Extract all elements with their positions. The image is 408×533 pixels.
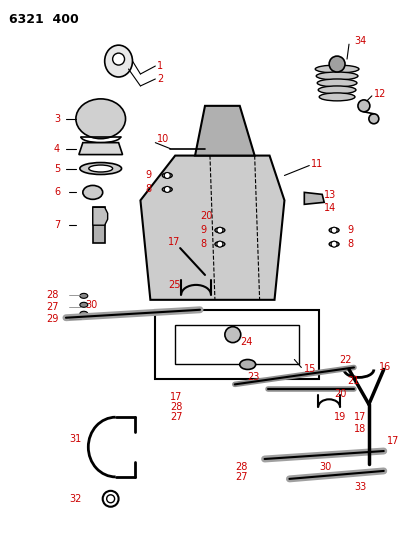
- Text: 8: 8: [200, 239, 206, 249]
- Text: 25: 25: [168, 280, 181, 290]
- Circle shape: [331, 241, 337, 247]
- Text: 9: 9: [200, 225, 206, 235]
- Circle shape: [164, 187, 170, 192]
- Text: 30: 30: [86, 300, 98, 310]
- Circle shape: [106, 495, 115, 503]
- Text: 3: 3: [54, 114, 60, 124]
- Text: 33: 33: [354, 482, 366, 492]
- Text: 11: 11: [311, 158, 324, 168]
- Text: 9: 9: [347, 225, 353, 235]
- Ellipse shape: [76, 99, 126, 139]
- Text: 12: 12: [374, 89, 386, 99]
- Text: 34: 34: [354, 36, 366, 46]
- Circle shape: [225, 327, 241, 343]
- Ellipse shape: [215, 241, 225, 247]
- Text: 24: 24: [240, 337, 252, 346]
- Text: 8: 8: [145, 184, 151, 195]
- Ellipse shape: [315, 65, 359, 73]
- Text: 28: 28: [170, 402, 183, 412]
- Ellipse shape: [162, 187, 172, 192]
- Ellipse shape: [105, 45, 133, 77]
- Text: 19: 19: [334, 412, 346, 422]
- Circle shape: [329, 56, 345, 72]
- Text: 5: 5: [54, 164, 60, 174]
- Text: 1: 1: [157, 61, 164, 71]
- Ellipse shape: [318, 86, 356, 94]
- Text: 27: 27: [170, 412, 183, 422]
- Text: 10: 10: [157, 134, 170, 144]
- Text: 20: 20: [200, 211, 213, 221]
- Text: 13: 13: [324, 190, 337, 200]
- Text: 17: 17: [354, 412, 366, 422]
- Text: 17: 17: [387, 436, 399, 446]
- Ellipse shape: [83, 185, 103, 199]
- Ellipse shape: [240, 360, 256, 369]
- Text: 16: 16: [379, 362, 391, 373]
- Ellipse shape: [162, 173, 172, 178]
- Text: 6: 6: [54, 188, 60, 197]
- Text: 30: 30: [319, 462, 331, 472]
- Text: 28: 28: [46, 290, 58, 300]
- Circle shape: [331, 227, 337, 233]
- Ellipse shape: [80, 293, 88, 298]
- Circle shape: [113, 53, 124, 65]
- Text: 17: 17: [170, 392, 183, 402]
- Text: 8: 8: [347, 239, 353, 249]
- Polygon shape: [93, 207, 105, 243]
- Circle shape: [358, 100, 370, 112]
- Text: 6321  400: 6321 400: [9, 13, 79, 26]
- Text: 21: 21: [347, 376, 359, 386]
- Text: 2: 2: [157, 74, 164, 84]
- Text: 28: 28: [235, 462, 247, 472]
- Ellipse shape: [215, 228, 225, 233]
- Ellipse shape: [329, 228, 339, 233]
- Polygon shape: [93, 207, 108, 225]
- Polygon shape: [140, 156, 284, 300]
- Text: 9: 9: [145, 171, 151, 181]
- Circle shape: [369, 114, 379, 124]
- Ellipse shape: [316, 72, 358, 80]
- Text: 15: 15: [304, 365, 317, 375]
- Text: 18: 18: [354, 424, 366, 434]
- Ellipse shape: [89, 165, 113, 172]
- Ellipse shape: [80, 302, 88, 308]
- Ellipse shape: [329, 241, 339, 247]
- Polygon shape: [195, 106, 255, 156]
- Text: 32: 32: [69, 494, 81, 504]
- Text: 31: 31: [69, 434, 81, 444]
- Text: 22: 22: [339, 354, 352, 365]
- Ellipse shape: [317, 79, 357, 87]
- Text: 7: 7: [54, 220, 60, 230]
- Ellipse shape: [80, 163, 122, 174]
- Text: 27: 27: [46, 302, 59, 312]
- Text: 27: 27: [235, 472, 247, 482]
- Text: 14: 14: [324, 203, 337, 213]
- Circle shape: [217, 241, 223, 247]
- Text: 4: 4: [54, 143, 60, 154]
- Polygon shape: [79, 143, 122, 155]
- Text: 29: 29: [46, 314, 58, 324]
- Text: 23: 23: [248, 373, 260, 382]
- Polygon shape: [304, 192, 324, 204]
- Ellipse shape: [80, 311, 88, 316]
- Circle shape: [217, 227, 223, 233]
- Circle shape: [164, 173, 170, 179]
- Ellipse shape: [319, 93, 355, 101]
- Text: 17: 17: [168, 237, 181, 247]
- Text: 20: 20: [334, 389, 346, 399]
